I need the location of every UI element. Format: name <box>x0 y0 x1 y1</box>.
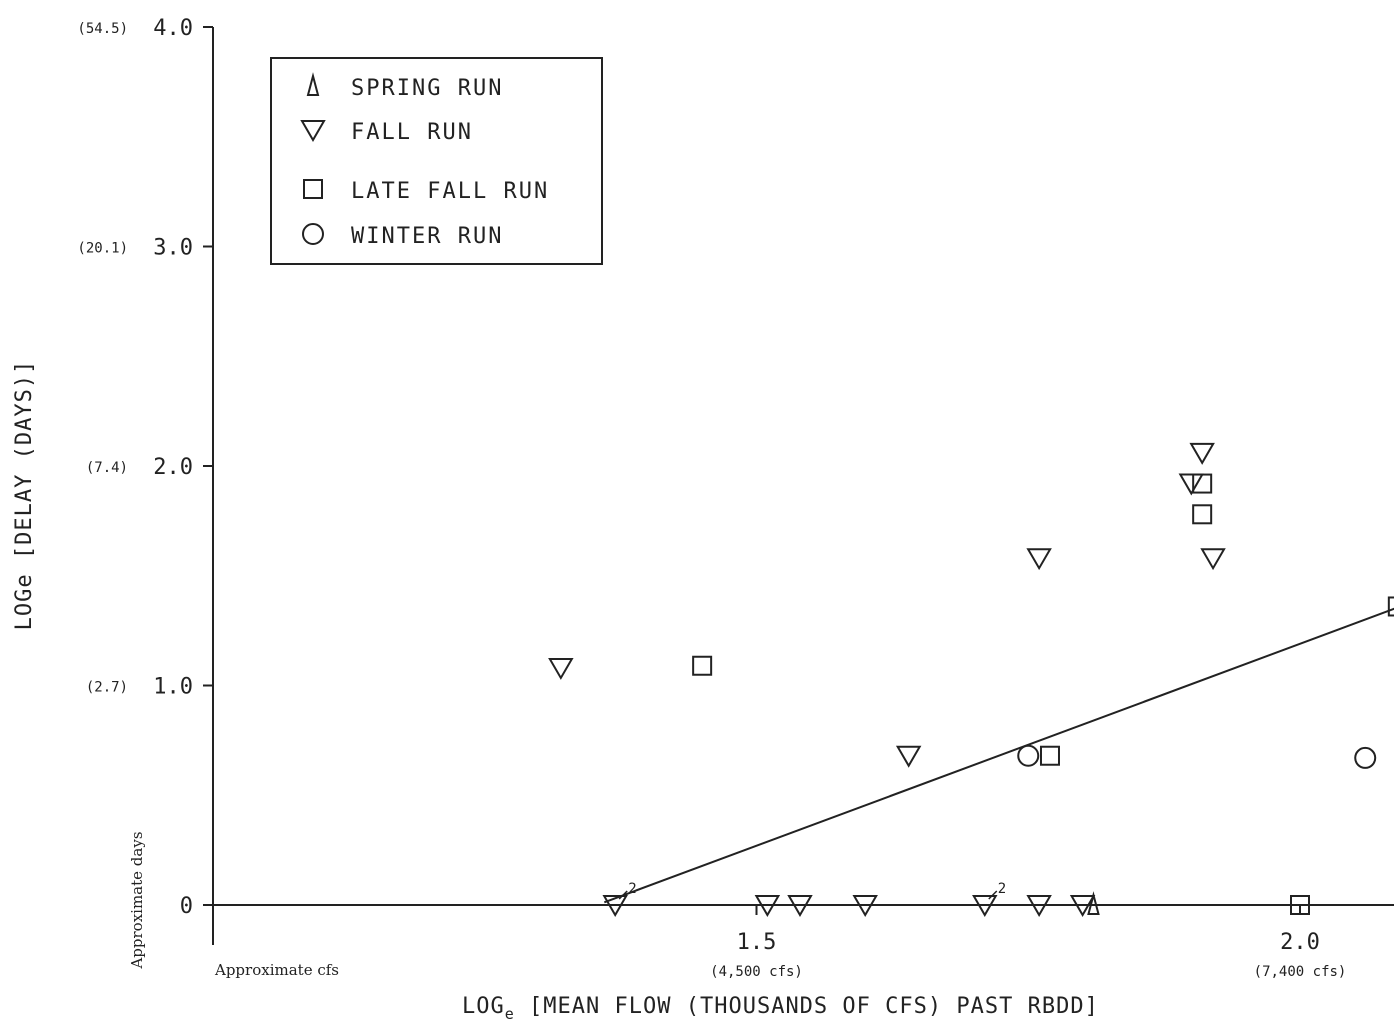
overlap-annotation: 2 <box>628 881 636 897</box>
fall-run-point <box>898 747 920 766</box>
x-tick-sublabel: (7,400 cfs) <box>1254 964 1347 980</box>
x-approx-label: Approximate cfs <box>214 961 339 979</box>
y-tick-sublabel: (7.4) <box>86 460 128 476</box>
late-fall-run-legend-label: LATE FALL RUN <box>351 179 549 204</box>
y-approx-label: Approximate days <box>128 831 146 969</box>
regression-line <box>604 341 1394 902</box>
x-tick-sublabel: (4,500 cfs) <box>710 964 803 980</box>
y-tick-label: 3.0 <box>153 236 193 261</box>
fall-run-point <box>1180 475 1202 494</box>
x-axis-title: LOGe [MEAN FLOW (THOUSANDS OF CFS) PAST … <box>462 994 1099 1023</box>
winter-run-point <box>1355 748 1375 768</box>
fall-run-legend-label: FALL RUN <box>351 120 473 145</box>
regression-layer: Y=-2.49+1.84X <box>604 341 1394 902</box>
late-fall-run-point <box>1193 475 1211 493</box>
points-layer <box>550 131 1394 915</box>
x-tick-label: 2.0 <box>1280 930 1320 955</box>
fall-run-point <box>1191 444 1213 463</box>
y-tick-label: 1.0 <box>153 675 193 700</box>
overlap-annotation: 2 <box>998 881 1006 897</box>
fall-run-point <box>550 659 572 678</box>
fall-run-point <box>1202 549 1224 568</box>
y-tick-label: 4.0 <box>153 16 193 41</box>
y-axis-title: LOGe [DELAY (DAYS)] <box>12 360 37 631</box>
late-fall-run-point <box>1193 505 1211 523</box>
y-tick-sublabel: (20.1) <box>77 241 128 257</box>
x-tick-label: 1.5 <box>737 930 777 955</box>
y-tick-sublabel: (2.7) <box>86 680 128 696</box>
winter-run-legend-label: WINTER RUN <box>351 224 503 249</box>
winter-run-point <box>1018 746 1038 766</box>
late-fall-run-point <box>1041 747 1059 765</box>
y-tick-label: 2.0 <box>153 455 193 480</box>
legend: SPRING RUN FALL RUN LATE FALL RUN WINTER RU… <box>271 58 602 264</box>
spring-run-legend-label: SPRING RUN <box>351 76 503 101</box>
y-tick-label: 0 <box>180 894 193 919</box>
late-fall-run-point <box>693 657 711 675</box>
late-fall-run-point <box>1389 597 1394 615</box>
y-tick-sublabel: (54.5) <box>77 21 128 37</box>
fall-run-point <box>1028 549 1050 568</box>
